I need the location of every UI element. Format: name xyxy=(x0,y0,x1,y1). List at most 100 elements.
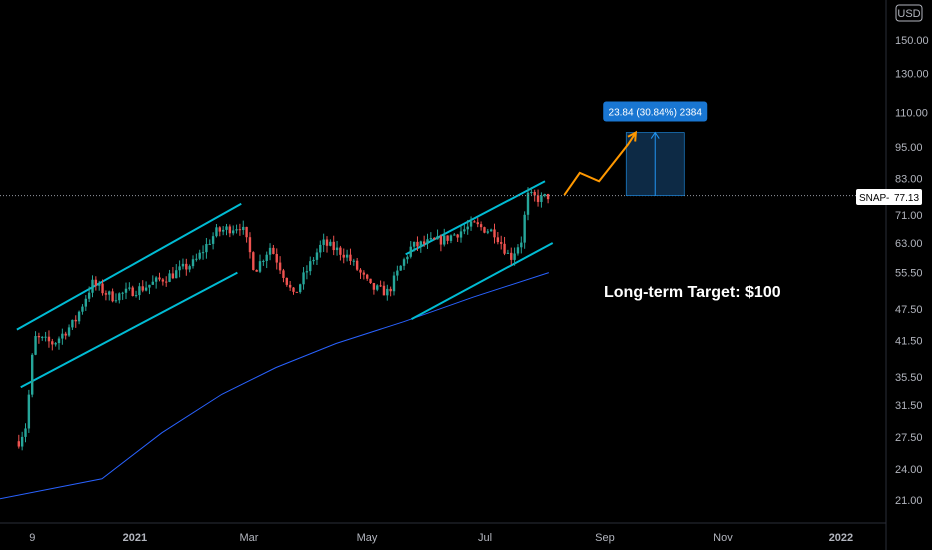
candle[interactable] xyxy=(67,324,71,337)
candle[interactable] xyxy=(185,258,188,276)
candle[interactable] xyxy=(386,284,389,301)
candle[interactable] xyxy=(215,223,218,238)
candle[interactable] xyxy=(473,220,476,223)
candle[interactable] xyxy=(520,236,523,254)
candle[interactable] xyxy=(104,290,108,301)
candle[interactable] xyxy=(91,275,94,298)
candle[interactable] xyxy=(168,269,171,283)
candle[interactable] xyxy=(201,245,205,260)
candle[interactable] xyxy=(81,304,84,315)
candle[interactable] xyxy=(523,211,526,249)
candle[interactable] xyxy=(489,228,493,232)
candle[interactable] xyxy=(379,280,382,287)
candle[interactable] xyxy=(131,285,134,297)
candle[interactable] xyxy=(510,247,513,266)
candle[interactable] xyxy=(426,233,429,249)
candle[interactable] xyxy=(34,331,37,356)
candle[interactable] xyxy=(392,271,396,296)
candle[interactable] xyxy=(275,248,278,270)
candle[interactable] xyxy=(54,342,57,347)
candle[interactable] xyxy=(409,241,412,259)
candle[interactable] xyxy=(376,284,379,292)
candle[interactable] xyxy=(141,280,144,293)
candle[interactable] xyxy=(20,431,24,451)
candle[interactable] xyxy=(154,276,158,289)
candle[interactable] xyxy=(288,281,292,291)
candle[interactable] xyxy=(128,282,131,291)
candle[interactable] xyxy=(295,291,299,293)
candle[interactable] xyxy=(459,225,463,243)
candle[interactable] xyxy=(31,353,34,398)
candle[interactable] xyxy=(87,286,91,303)
candle[interactable] xyxy=(208,239,211,245)
candle[interactable] xyxy=(61,328,64,345)
candle[interactable] xyxy=(232,225,235,236)
candle[interactable] xyxy=(148,284,151,295)
channel-2-upper-line[interactable] xyxy=(405,180,546,256)
candle[interactable] xyxy=(94,276,98,291)
candle[interactable] xyxy=(258,254,262,274)
candle[interactable] xyxy=(228,224,232,238)
candle[interactable] xyxy=(345,249,349,262)
candle[interactable] xyxy=(496,232,500,245)
candle[interactable] xyxy=(305,265,309,280)
candle[interactable] xyxy=(419,240,423,253)
candle[interactable] xyxy=(211,232,215,250)
candle[interactable] xyxy=(546,193,550,204)
candle[interactable] xyxy=(124,282,128,300)
candle[interactable] xyxy=(315,248,319,266)
candle[interactable] xyxy=(325,236,329,253)
candle[interactable] xyxy=(144,281,148,292)
candle[interactable] xyxy=(382,281,386,296)
candle[interactable] xyxy=(252,251,255,271)
candle[interactable] xyxy=(352,258,356,266)
candle[interactable] xyxy=(272,244,275,255)
target-annotation[interactable]: Long-term Target: $100 xyxy=(604,284,781,301)
candle[interactable] xyxy=(335,240,339,256)
candle[interactable] xyxy=(486,228,490,235)
candle[interactable] xyxy=(500,235,503,250)
candle[interactable] xyxy=(248,232,252,259)
candle[interactable] xyxy=(466,219,469,235)
candle[interactable] xyxy=(543,193,546,198)
candle[interactable] xyxy=(329,239,332,247)
candle[interactable] xyxy=(71,319,74,330)
projection-path[interactable] xyxy=(563,131,637,196)
candle[interactable] xyxy=(399,265,402,271)
candle[interactable] xyxy=(255,269,258,272)
candle[interactable] xyxy=(319,240,322,258)
candle[interactable] xyxy=(536,189,540,207)
candle[interactable] xyxy=(77,310,81,325)
candle[interactable] xyxy=(74,315,77,328)
candle[interactable] xyxy=(433,236,436,241)
candle[interactable] xyxy=(396,265,399,281)
channel-2-lower-line[interactable] xyxy=(411,242,554,320)
candle[interactable] xyxy=(429,232,433,241)
candle[interactable] xyxy=(493,223,496,244)
candle[interactable] xyxy=(443,228,446,247)
candle[interactable] xyxy=(513,247,516,266)
candle[interactable] xyxy=(312,257,315,265)
candle[interactable] xyxy=(245,226,248,243)
candle[interactable] xyxy=(98,280,101,291)
candle[interactable] xyxy=(359,268,362,279)
candle[interactable] xyxy=(416,236,419,252)
candle[interactable] xyxy=(161,277,165,286)
candle[interactable] xyxy=(463,224,466,235)
candle[interactable] xyxy=(332,235,335,256)
candle[interactable] xyxy=(469,216,473,231)
candle[interactable] xyxy=(242,220,245,235)
candle[interactable] xyxy=(175,264,178,279)
candle[interactable] xyxy=(436,229,439,240)
candle[interactable] xyxy=(51,338,54,351)
candle[interactable] xyxy=(171,267,175,280)
measure-badge[interactable]: 23.84 (30.84%) 2384 xyxy=(603,101,708,122)
candle[interactable] xyxy=(27,389,31,433)
candle[interactable] xyxy=(299,283,302,294)
candle[interactable] xyxy=(221,225,225,236)
plot-area[interactable]: 23.84 (30.84%) 2384 xyxy=(0,101,886,500)
candle[interactable] xyxy=(453,232,456,236)
candle[interactable] xyxy=(362,270,366,280)
channel-1-lower-line[interactable] xyxy=(20,271,238,389)
candle[interactable] xyxy=(412,241,416,252)
